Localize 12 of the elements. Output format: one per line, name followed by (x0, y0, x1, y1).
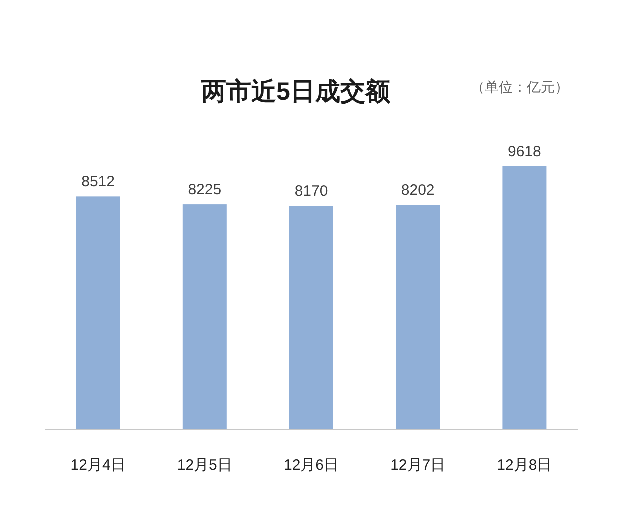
data-label: 9618 (508, 143, 542, 160)
data-label: 8512 (82, 174, 115, 191)
text: （单位：亿元） (471, 79, 569, 95)
x-tick-label: 12月6日 (284, 457, 340, 474)
data-label: 8170 (294, 183, 328, 200)
x-tick-label: 12月5日 (177, 457, 232, 474)
chart-title: 两市近5日成交额 (200, 78, 392, 106)
x-tick-label: 12月8日 (497, 457, 552, 474)
x-tick-label: 12月7日 (390, 457, 446, 474)
data-label: 8202 (401, 182, 435, 200)
x-tick-label: 12月4日 (70, 457, 126, 474)
data-label: 8225 (188, 182, 222, 199)
